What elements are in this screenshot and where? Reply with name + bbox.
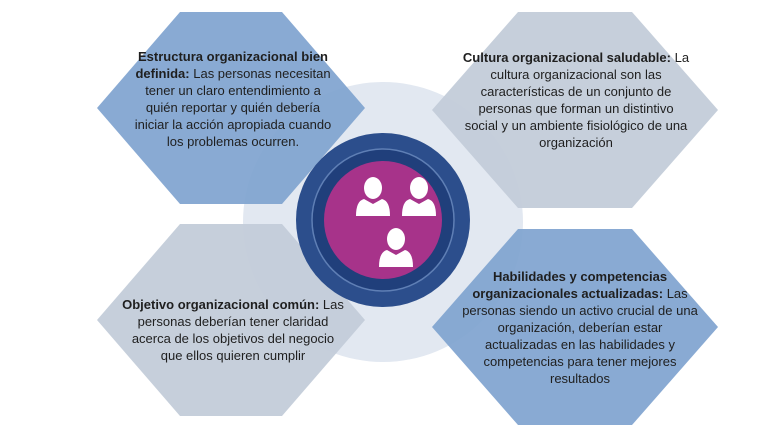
hexagon-top-left	[97, 12, 365, 204]
card-body: Las personas siendo un activo crucial de…	[462, 286, 698, 386]
card-cultura: Cultura organizacional saludable: La cul…	[462, 49, 690, 151]
card-title: Cultura organizacional saludable:	[462, 50, 671, 65]
card-body: Las personas deberían tener claridad ace…	[131, 297, 344, 363]
card-habilidades: Habilidades y competencias organizaciona…	[462, 268, 698, 387]
hexagon-bottom-left	[97, 224, 365, 416]
hexagon-bottom-right	[432, 229, 718, 425]
card-title: Habilidades y competencias organizaciona…	[472, 269, 668, 301]
card-title: Estructura organizacional bien definida:	[135, 49, 328, 81]
hexagon-top-right	[432, 12, 718, 208]
card-estructura: Estructura organizacional bien definida:…	[128, 48, 338, 150]
card-objetivo: Objetivo organizacional común: Las perso…	[122, 296, 344, 364]
card-body: La cultura organizacional son las caract…	[464, 50, 690, 150]
card-body: Las personas necesitan tener un claro en…	[134, 66, 332, 149]
card-title: Objetivo organizacional común:	[122, 297, 320, 312]
people-group-icon	[356, 177, 436, 267]
